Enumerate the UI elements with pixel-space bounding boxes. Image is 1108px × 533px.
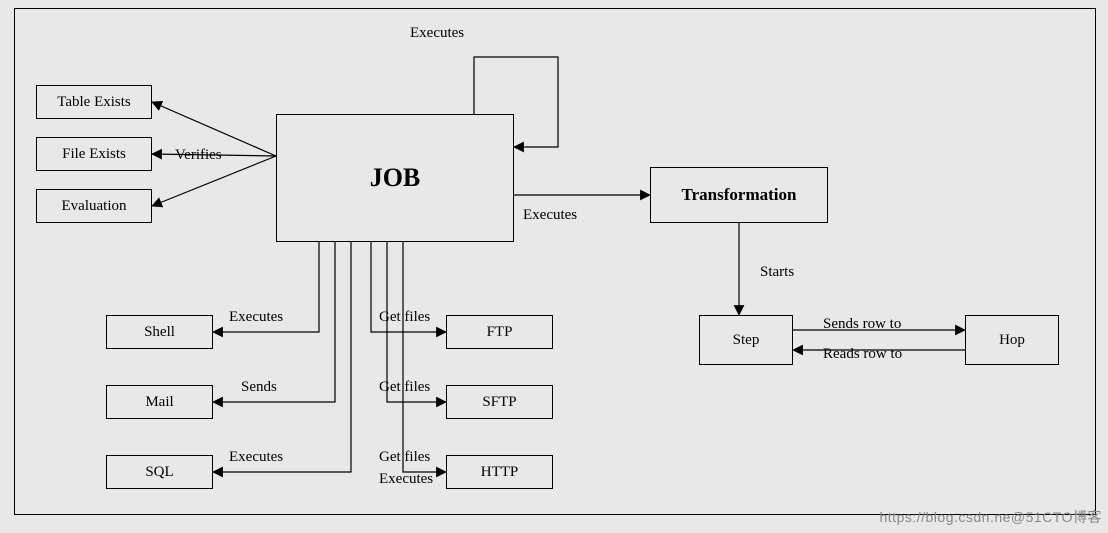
node-file-exists: File Exists: [36, 137, 152, 171]
node-mail-label: Mail: [145, 394, 173, 411]
node-transformation-label: Transformation: [682, 185, 797, 205]
node-file-exists-label: File Exists: [62, 146, 126, 163]
label-executes-top: Executes: [410, 25, 464, 42]
node-sql: SQL: [106, 455, 213, 489]
label-sql-executes: Executes: [229, 449, 283, 466]
node-sftp: SFTP: [446, 385, 553, 419]
label-mail-sends: Sends: [241, 379, 277, 396]
label-http-executes: Executes: [379, 471, 433, 488]
label-starts: Starts: [760, 264, 794, 281]
node-ftp: FTP: [446, 315, 553, 349]
watermark: https://blog.csdn.ne@51CTO博客: [880, 507, 1103, 527]
label-verifies: Verifies: [175, 147, 222, 164]
label-ftp-get: Get files: [379, 309, 430, 326]
node-shell-label: Shell: [144, 324, 175, 341]
label-shell-executes: Executes: [229, 309, 283, 326]
node-http: HTTP: [446, 455, 553, 489]
node-step-label: Step: [733, 332, 760, 349]
edges-layer: [15, 9, 1095, 514]
label-sftp-get: Get files: [379, 379, 430, 396]
node-table-exists-label: Table Exists: [57, 94, 131, 111]
node-job-label: JOB: [370, 163, 421, 193]
label-executes-jt: Executes: [523, 207, 577, 224]
label-sends-row: Sends row to: [823, 316, 901, 333]
node-job: JOB: [276, 114, 514, 242]
node-hop-label: Hop: [999, 332, 1025, 349]
label-reads-row: Reads row to: [823, 346, 902, 363]
node-mail: Mail: [106, 385, 213, 419]
node-shell: Shell: [106, 315, 213, 349]
diagram-frame: JOB Table Exists File Exists Evaluation …: [14, 8, 1096, 515]
node-http-label: HTTP: [481, 464, 519, 481]
node-sql-label: SQL: [145, 464, 173, 481]
node-hop: Hop: [965, 315, 1059, 365]
node-step: Step: [699, 315, 793, 365]
label-http-get: Get files: [379, 449, 430, 466]
node-sftp-label: SFTP: [482, 394, 516, 411]
node-transformation: Transformation: [650, 167, 828, 223]
stage: JOB Table Exists File Exists Evaluation …: [0, 0, 1108, 533]
node-evaluation-label: Evaluation: [62, 198, 127, 215]
node-table-exists: Table Exists: [36, 85, 152, 119]
node-evaluation: Evaluation: [36, 189, 152, 223]
node-ftp-label: FTP: [487, 324, 513, 341]
